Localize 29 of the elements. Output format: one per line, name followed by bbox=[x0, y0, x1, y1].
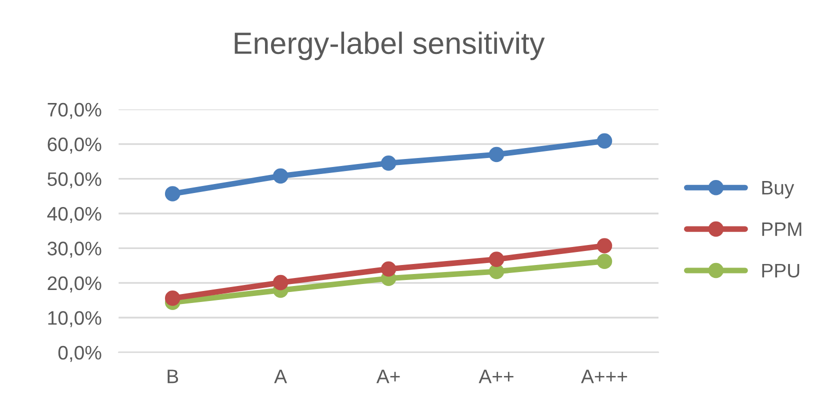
point bbox=[272, 274, 288, 290]
y-tick-label: 40,0% bbox=[47, 206, 102, 224]
chart-title: Energy-label sensitivity bbox=[234, 32, 545, 60]
point bbox=[488, 146, 504, 162]
point bbox=[164, 186, 180, 202]
x-tick-label: A+ bbox=[376, 370, 400, 384]
x-tick-label: A+++ bbox=[581, 370, 628, 384]
point bbox=[164, 290, 180, 306]
point bbox=[272, 168, 288, 184]
y-tick-label: 0,0% bbox=[58, 346, 102, 362]
x-tick-label: B bbox=[168, 370, 178, 384]
x-tick-label: A++ bbox=[478, 370, 514, 384]
x-tick-label: A bbox=[274, 370, 288, 384]
y-tick-label: 60,0% bbox=[48, 138, 102, 154]
y-tick-label: 30,0% bbox=[48, 242, 102, 258]
point bbox=[488, 252, 504, 267]
point bbox=[596, 254, 612, 270]
point bbox=[488, 264, 504, 280]
legend-label: PPU bbox=[762, 264, 800, 278]
y-tick-label: 70,0% bbox=[48, 102, 102, 119]
point bbox=[380, 156, 396, 171]
y-tick-label: 10,0% bbox=[48, 311, 102, 328]
legend-label: Buy bbox=[762, 181, 794, 198]
y-tick-label: 50,0% bbox=[48, 172, 102, 188]
point bbox=[596, 133, 612, 149]
y-tick-label: 20,0% bbox=[48, 276, 102, 292]
point bbox=[596, 238, 612, 254]
legend-label: PPM bbox=[762, 222, 802, 236]
point bbox=[380, 261, 396, 277]
